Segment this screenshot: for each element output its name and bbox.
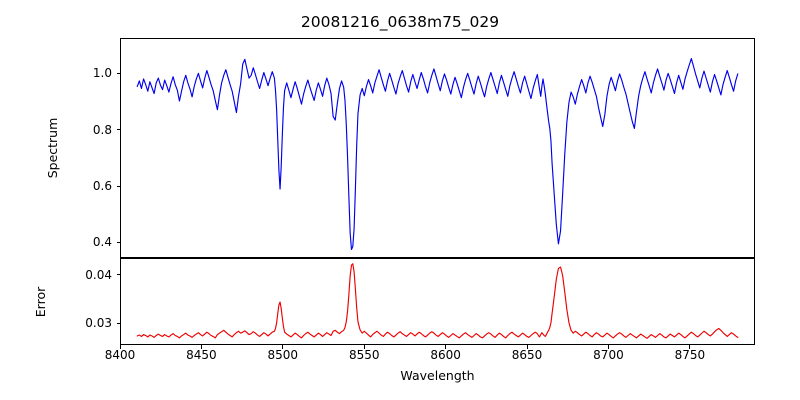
x-tick-mark xyxy=(282,345,284,349)
error-plot-area xyxy=(120,258,755,345)
y-tick-label: 0.04 xyxy=(85,267,112,282)
x-axis-label: Wavelength xyxy=(400,368,475,383)
x-tick-mark xyxy=(200,345,202,349)
y-tick-label: 0.4 xyxy=(92,235,112,250)
y-tick-mark xyxy=(116,241,120,244)
x-tick-label: 8500 xyxy=(267,348,299,362)
spectrum-axis-label: Spectrum xyxy=(45,117,60,179)
x-tick-mark xyxy=(363,345,365,349)
y-tick-label: 0.6 xyxy=(92,179,112,194)
spectrum-series xyxy=(136,57,739,251)
y-tick-label: 0.03 xyxy=(85,316,112,331)
x-tick-label: 8400 xyxy=(104,348,136,362)
error-axis-label: Error xyxy=(33,286,48,318)
y-tick-mark xyxy=(116,274,120,276)
y-tick-mark xyxy=(116,72,120,74)
error-series xyxy=(136,263,739,339)
y-tick-label: 0.8 xyxy=(92,122,112,137)
y-tick-mark xyxy=(116,129,120,131)
y-tick-mark xyxy=(116,322,120,324)
y-tick-label: 1.0 xyxy=(92,66,112,81)
x-tick-mark xyxy=(119,345,121,349)
y-tick-mark xyxy=(116,185,120,187)
x-tick-label: 8600 xyxy=(430,348,461,362)
x-tick-mark xyxy=(445,345,447,349)
x-tick-label: 8700 xyxy=(593,348,624,362)
x-tick-mark xyxy=(689,345,691,349)
x-tick-label: 8550 xyxy=(348,348,380,362)
x-tick-mark xyxy=(607,345,609,349)
spectrum-plot-area xyxy=(120,38,755,258)
x-tick-mark xyxy=(526,345,528,349)
x-tick-label: 8650 xyxy=(511,348,543,362)
page-title: 20081216_0638m75_029 xyxy=(300,13,500,31)
x-tick-label: 8450 xyxy=(186,348,217,362)
x-tick-label: 8750 xyxy=(674,348,706,362)
